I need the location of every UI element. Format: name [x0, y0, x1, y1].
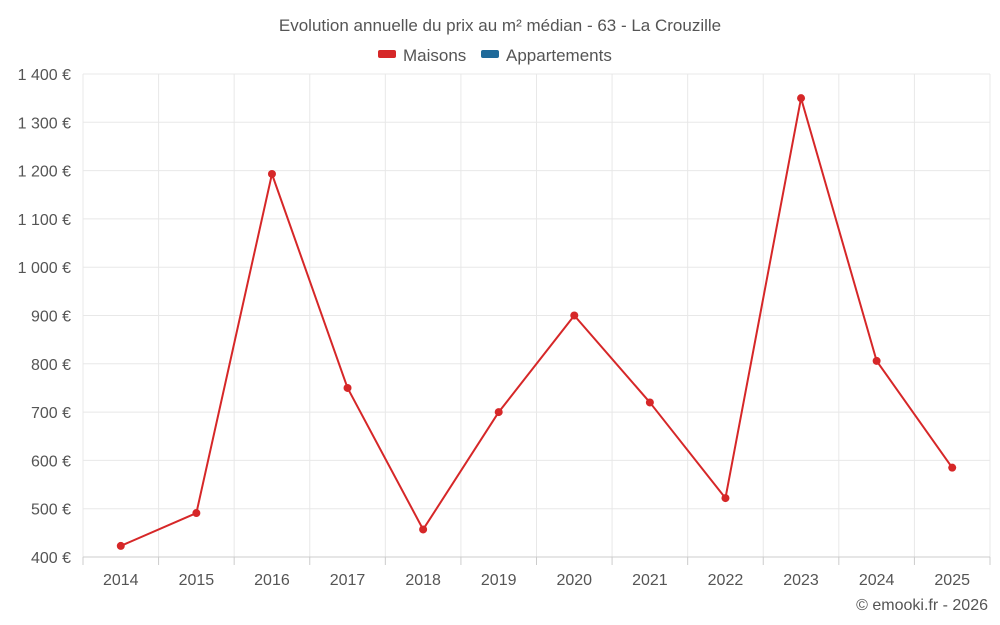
x-tick-label: 2023	[783, 572, 819, 589]
x-tick-label: 2017	[330, 572, 366, 589]
y-tick-label: 800 €	[31, 357, 71, 374]
y-tick-label: 600 €	[31, 453, 71, 470]
legend-swatch-maisons	[378, 50, 396, 58]
series-maisons	[116, 94, 957, 550]
y-tick-label: 700 €	[31, 405, 71, 422]
data-point[interactable]	[570, 311, 579, 320]
data-point[interactable]	[797, 94, 806, 103]
chart-title: Evolution annuelle du prix au m² médian …	[279, 16, 721, 35]
data-point[interactable]	[343, 383, 352, 392]
x-tick-label: 2019	[481, 572, 517, 589]
y-tick-label: 900 €	[31, 309, 71, 326]
y-axis: 400 € 500 € 600 € 700 € 800 € 900 € 1 000 € 1 1…	[18, 67, 71, 567]
x-tick-label: 2015	[179, 572, 215, 589]
data-point[interactable]	[872, 356, 881, 365]
y-tick-label: 1 300 €	[18, 115, 71, 132]
grid	[82, 73, 991, 558]
x-tick-label: 2014	[103, 572, 139, 589]
y-tick-label: 500 €	[31, 502, 71, 519]
x-tick-label: 2016	[254, 572, 290, 589]
x-tick-label: 2018	[405, 572, 441, 589]
x-tick-label: 2024	[859, 572, 895, 589]
y-tick-label: 1 200 €	[18, 164, 71, 181]
x-tick-label: 2025	[934, 572, 970, 589]
x-tick-label: 2020	[556, 572, 592, 589]
legend-label-appartements: Appartements	[506, 46, 612, 65]
data-point[interactable]	[721, 494, 730, 503]
data-point[interactable]	[645, 398, 654, 407]
y-tick-label: 1 100 €	[18, 212, 71, 229]
credit-text: © emooki.fr - 2026	[856, 597, 988, 614]
y-tick-label: 1 400 €	[18, 67, 71, 84]
legend-item-maisons[interactable]: Maisons	[378, 46, 466, 65]
y-tick-label: 400 €	[31, 550, 71, 567]
x-tick-label: 2021	[632, 572, 668, 589]
y-tick-label: 1 000 €	[18, 260, 71, 277]
legend-label-maisons: Maisons	[403, 46, 466, 65]
data-point[interactable]	[419, 525, 428, 534]
data-point[interactable]	[948, 463, 957, 472]
data-point[interactable]	[494, 408, 503, 417]
data-point[interactable]	[192, 509, 201, 518]
data-point[interactable]	[267, 169, 276, 178]
legend-swatch-appartements	[481, 50, 499, 58]
data-point[interactable]	[116, 541, 125, 550]
series-line-maisons	[120, 97, 954, 547]
x-axis: 2014 2015 2016 2017 2018 2019 2020 2021 2022 2023…	[82, 556, 991, 589]
x-tick-label: 2022	[708, 572, 744, 589]
legend-item-appartements[interactable]: Appartements	[481, 46, 612, 65]
legend: Maisons Appartements	[378, 46, 612, 65]
